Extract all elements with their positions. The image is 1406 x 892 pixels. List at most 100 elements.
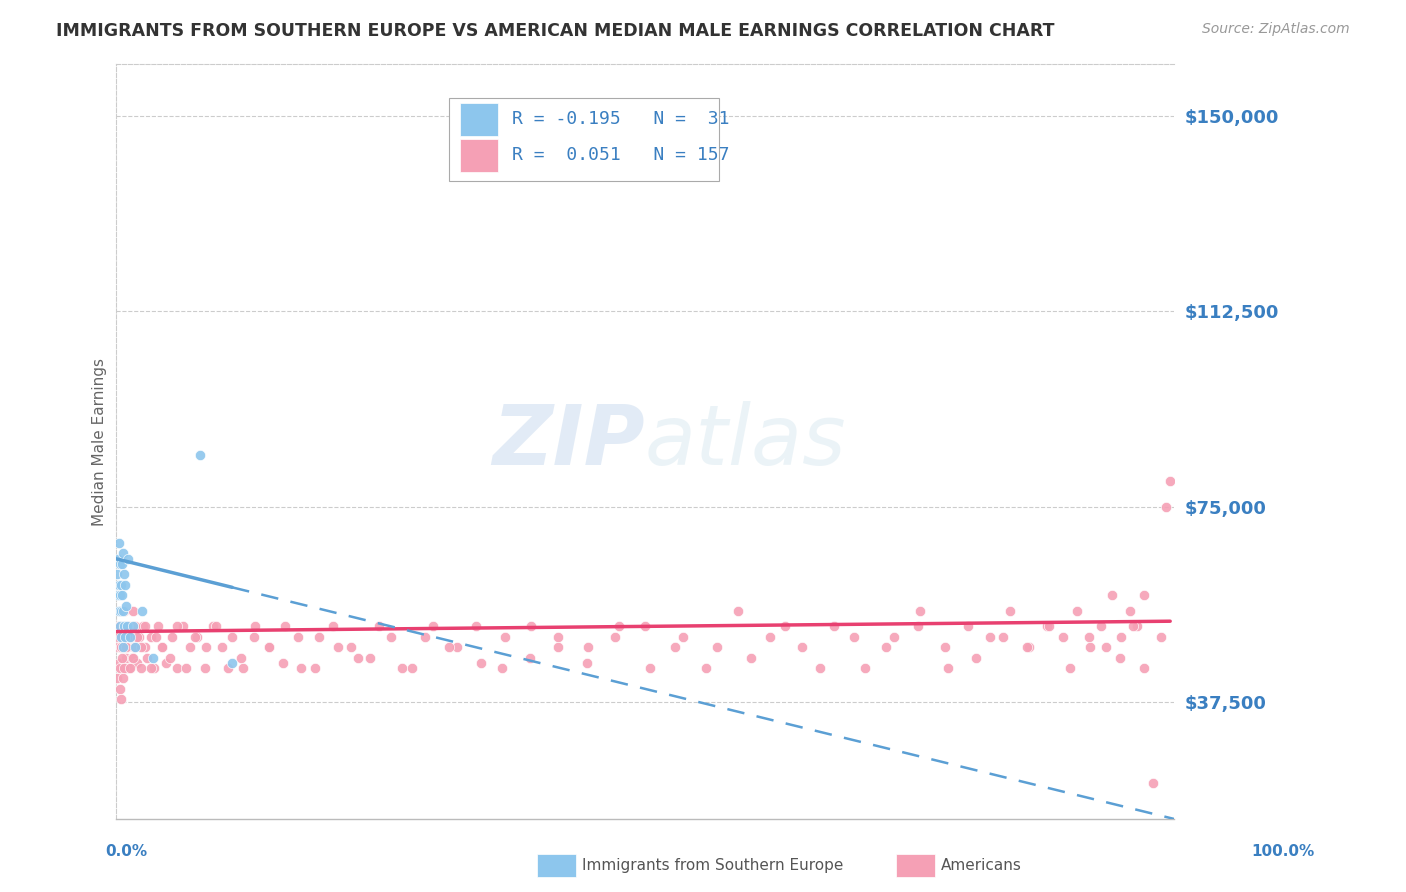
Point (139, 661, 162, 675)
Point (221, 630, 243, 644)
Point (112, 619, 135, 633)
Point (347, 650, 370, 665)
Point (117, 640, 139, 655)
Point (114, 661, 136, 675)
Point (121, 619, 143, 633)
Point (155, 656, 177, 670)
Point (446, 640, 468, 655)
Point (229, 650, 252, 665)
Point (907, 619, 929, 633)
Point (108, 578, 131, 592)
Point (159, 650, 181, 665)
Point (211, 640, 233, 655)
Point (470, 656, 492, 670)
Point (936, 661, 959, 675)
Point (108, 588, 131, 602)
Point (111, 650, 134, 665)
Point (174, 661, 197, 675)
Point (274, 619, 297, 633)
FancyBboxPatch shape (460, 103, 498, 136)
Point (121, 650, 143, 665)
Point (112, 619, 135, 633)
Point (243, 630, 266, 644)
Point (607, 619, 630, 633)
Point (1150, 630, 1173, 644)
Point (979, 630, 1001, 644)
Point (142, 661, 165, 675)
Text: R = -0.195   N =  31: R = -0.195 N = 31 (512, 111, 730, 128)
Point (108, 557, 131, 571)
Point (790, 640, 813, 655)
Point (111, 557, 134, 571)
Point (110, 640, 132, 655)
Point (1126, 619, 1149, 633)
Point (114, 630, 136, 644)
Point (112, 640, 135, 655)
Y-axis label: Median Male Earnings: Median Male Earnings (93, 358, 107, 525)
Point (110, 692, 132, 706)
Point (1094, 640, 1116, 655)
Point (111, 630, 134, 644)
Point (125, 630, 148, 644)
Point (519, 650, 541, 665)
Point (740, 650, 762, 665)
Point (205, 619, 228, 633)
Point (111, 661, 134, 675)
Point (160, 630, 183, 644)
Point (1159, 474, 1181, 488)
Point (217, 661, 239, 675)
Point (129, 640, 152, 655)
Point (108, 604, 131, 618)
Point (727, 604, 749, 618)
Point (339, 640, 361, 655)
FancyBboxPatch shape (460, 139, 498, 172)
Point (326, 640, 349, 655)
Point (1077, 630, 1099, 644)
Text: Source: ZipAtlas.com: Source: ZipAtlas.com (1202, 22, 1350, 37)
Point (773, 619, 796, 633)
Point (706, 640, 728, 655)
Point (112, 604, 135, 618)
Point (401, 661, 423, 675)
Point (1109, 650, 1132, 665)
Point (422, 619, 444, 633)
Point (120, 630, 142, 644)
Point (1101, 588, 1123, 602)
Point (146, 619, 169, 633)
Point (136, 650, 159, 665)
Point (640, 661, 662, 675)
Point (808, 661, 831, 675)
Point (221, 656, 243, 670)
Point (391, 661, 413, 675)
Text: Immigrants from Southern Europe: Immigrants from Southern Europe (582, 858, 844, 872)
Point (108, 661, 131, 675)
Point (883, 630, 905, 644)
Text: 0.0%: 0.0% (105, 845, 148, 859)
Point (1122, 619, 1144, 633)
Point (112, 640, 135, 655)
Point (194, 661, 217, 675)
Point (111, 588, 134, 602)
Point (110, 630, 132, 644)
Point (112, 546, 135, 560)
Point (128, 630, 150, 644)
Point (114, 630, 136, 644)
Point (910, 604, 932, 618)
Point (114, 630, 136, 644)
Point (166, 661, 188, 675)
Point (107, 551, 129, 566)
Point (695, 661, 717, 675)
Point (124, 619, 146, 633)
Point (194, 640, 217, 655)
Point (122, 640, 145, 655)
Point (1066, 604, 1088, 618)
Point (115, 650, 138, 665)
Point (142, 650, 165, 665)
Point (1154, 500, 1177, 514)
Point (107, 640, 129, 655)
Point (575, 656, 598, 670)
Point (121, 604, 143, 618)
Point (1018, 640, 1040, 655)
Point (934, 640, 956, 655)
Text: atlas: atlas (645, 401, 846, 482)
